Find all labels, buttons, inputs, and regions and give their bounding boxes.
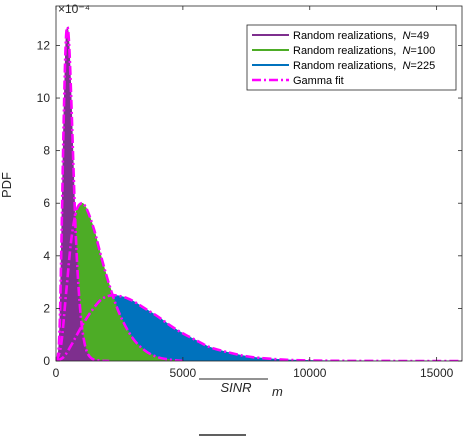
legend: Random realizations, N=49 Random realizat… <box>246 24 457 91</box>
gamma-fit-line-1 <box>56 201 184 361</box>
y-tick-label: 2 <box>43 301 50 315</box>
x-tick-label: 10000 <box>293 366 327 380</box>
legend-label-0: Random realizations, N=49 <box>293 30 429 42</box>
x-tick-label: 15000 <box>420 366 454 380</box>
x-axis-label-subscript: m <box>272 384 283 399</box>
y-tick-label: 10 <box>37 91 51 105</box>
x-tick-label: 5000 <box>170 366 197 380</box>
x-tick-label: 0 <box>53 366 60 380</box>
x-axis-label-main: SINR <box>220 380 251 395</box>
x-axis-label: SINR m <box>199 378 283 399</box>
x-axis-ticks: 0 5000 10000 15000 <box>53 6 454 380</box>
plot-frame <box>55 5 463 362</box>
y-tick-label: 0 <box>43 354 50 368</box>
y-tick-label: 12 <box>37 38 51 52</box>
legend-label-1: Random realizations, N=100 <box>293 45 435 57</box>
y-axis-label: PDF <box>0 172 14 198</box>
gamma-fit-line-0 <box>56 25 110 361</box>
y-axis-ticks: 0 2 4 6 8 10 12 <box>37 38 462 368</box>
y-tick-label: 4 <box>43 249 50 263</box>
y-exponent-label: ×10⁻⁴ <box>58 2 90 16</box>
legend-label-2: Random realizations, N=225 <box>293 60 435 72</box>
legend-label-3: Gamma fit <box>293 75 344 87</box>
y-tick-label: 8 <box>43 144 50 158</box>
y-tick-label: 6 <box>43 196 50 210</box>
